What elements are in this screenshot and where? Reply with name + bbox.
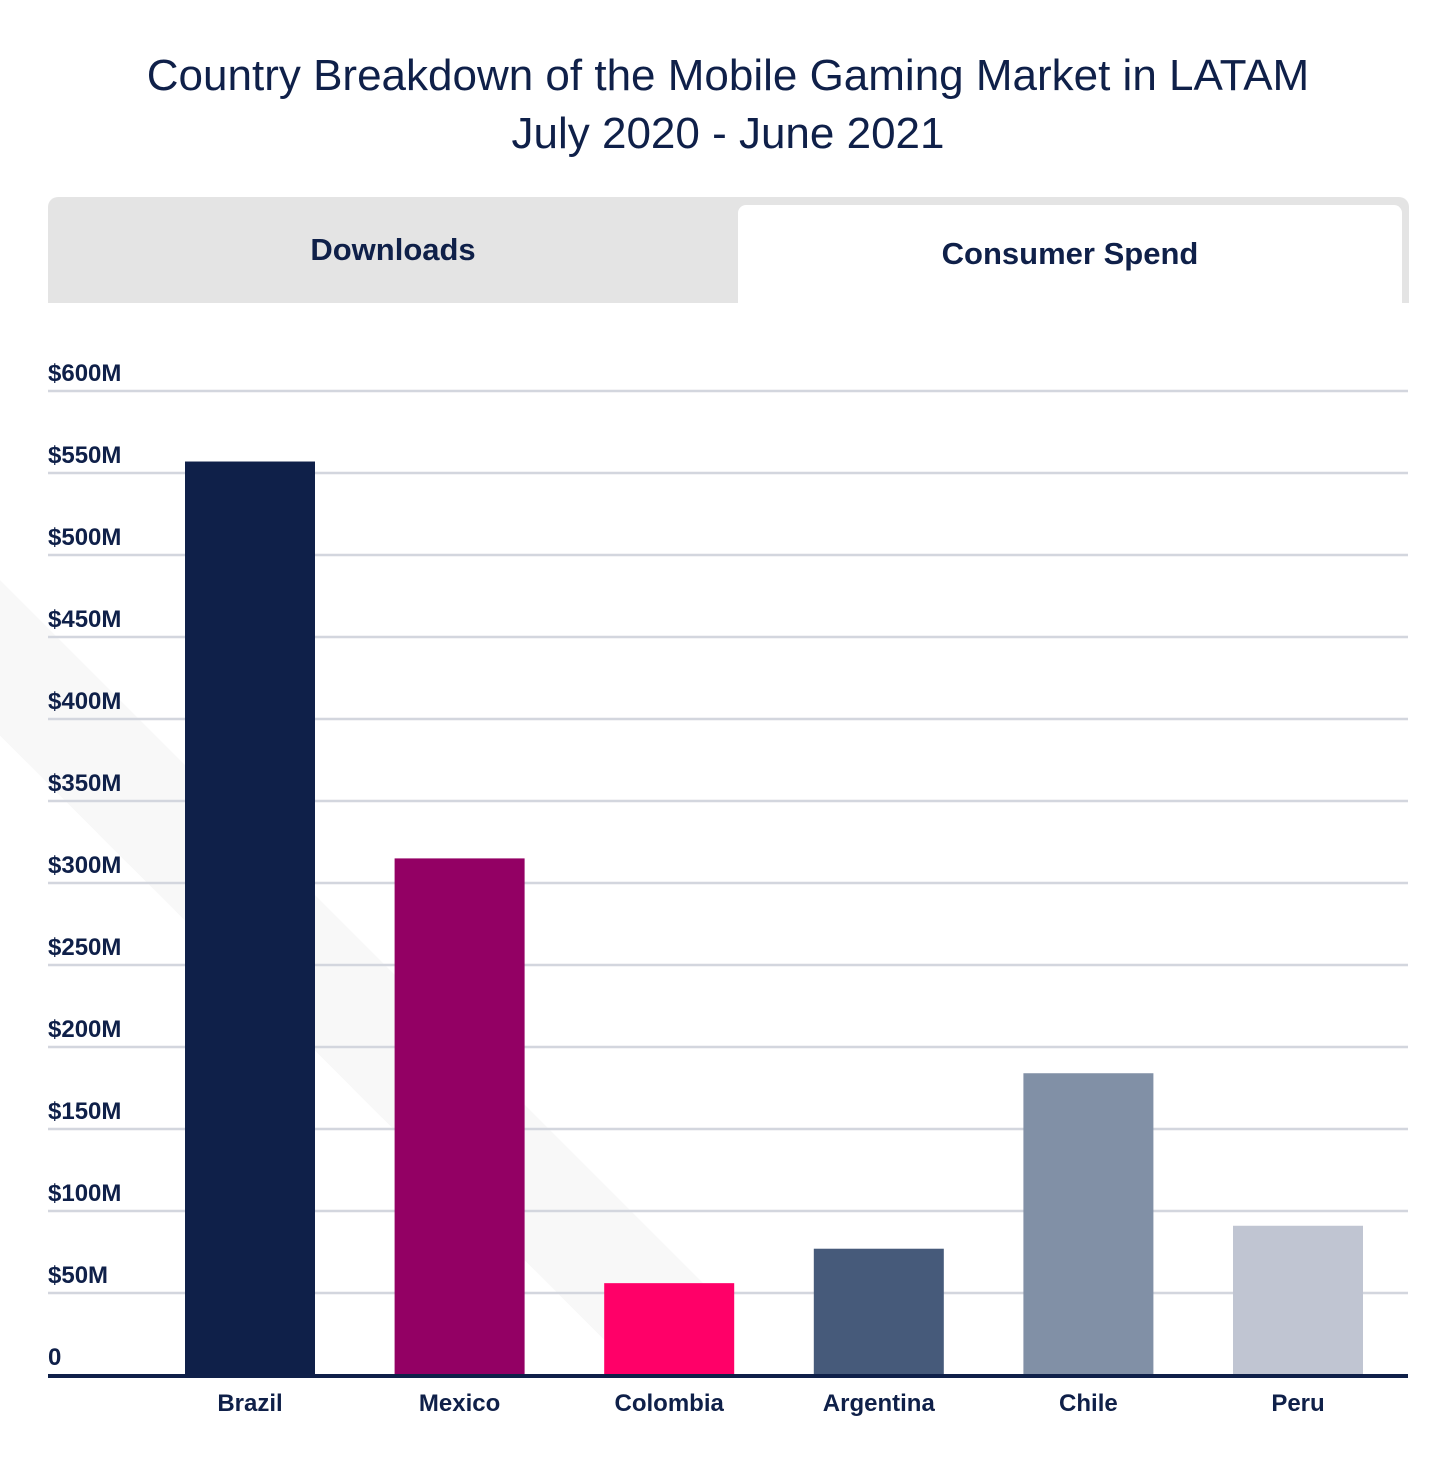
- x-tick-label: Colombia: [615, 1390, 725, 1417]
- y-tick-label: 0: [48, 1344, 61, 1371]
- bar-colombia: [604, 1283, 735, 1375]
- tab-consumer-spend[interactable]: Consumer Spend: [738, 205, 1402, 303]
- y-tick-label: $450M: [48, 606, 121, 633]
- title-line-2: July 2020 - June 2021: [511, 109, 945, 159]
- bar-argentina: [813, 1248, 944, 1375]
- tab-downloads[interactable]: Downloads: [310, 232, 476, 267]
- y-tick-label: $150M: [48, 1098, 121, 1125]
- x-tick-label: Argentina: [823, 1390, 936, 1417]
- y-tick-label: $350M: [48, 770, 121, 797]
- x-tick-label: Brazil: [217, 1390, 282, 1417]
- y-tick-label: $600M: [48, 360, 121, 387]
- y-tick-label: $550M: [48, 442, 121, 469]
- chart-title: Country Breakdown of the Mobile Gaming M…: [0, 47, 1456, 163]
- x-tick-label: Mexico: [419, 1390, 500, 1417]
- y-tick-label: $100M: [48, 1180, 121, 1207]
- y-tick-label: $250M: [48, 934, 121, 961]
- bar-peru: [1233, 1225, 1363, 1375]
- y-tick-label: $200M: [48, 1016, 121, 1043]
- x-tick-label: Peru: [1271, 1390, 1324, 1417]
- y-tick-label: $500M: [48, 524, 121, 551]
- tab-bar: Downloads Consumer Spend: [48, 197, 1409, 303]
- y-tick-label: $50M: [48, 1262, 108, 1289]
- bar-brazil: [185, 461, 315, 1375]
- x-tick-label: Chile: [1059, 1390, 1118, 1417]
- y-tick-label: $400M: [48, 688, 121, 715]
- bar-chile: [1023, 1073, 1154, 1375]
- y-tick-label: $300M: [48, 852, 121, 879]
- title-line-1: Country Breakdown of the Mobile Gaming M…: [146, 51, 1310, 101]
- bar-mexico: [394, 858, 525, 1375]
